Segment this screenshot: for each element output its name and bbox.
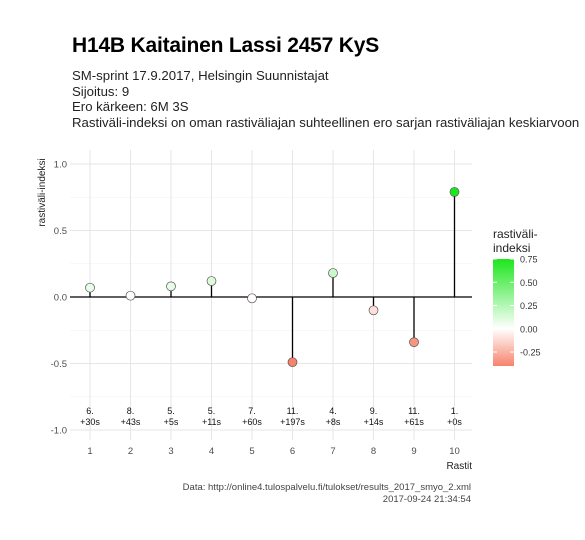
subtitle-line-description: Rastiväli-indeksi on oman rastiväliajan … [72,114,580,130]
point-label-rank-9: 11. [408,406,420,416]
subtitle-line-rank: Sijoitus: 9 [72,83,130,99]
axes: -1.0 -0.5 0.0 0.5 1.0 1 2 3 4 5 6 7 8 9 10 Rastit rastiv… [37,158,472,472]
x-tick-label: 6 [290,446,295,457]
point-label-rank-10: 1. [451,406,459,416]
subtitle-line-gap: Ero kärkeen: 6M 3S [72,99,189,114]
point-label-rank-3: 5. [167,406,175,416]
point-6 [287,357,298,368]
legend-tick-label: 0.75 [520,255,538,265]
legend-tick-label: 0.00 [520,324,538,334]
point-2 [125,290,136,301]
chart-subtitle: SM-sprint 17.9.2017, Helsingin Suunnista… [72,68,579,130]
x-tick-label: 8 [371,446,376,457]
point-label-time-3: +5s [164,417,179,427]
x-axis-title: Rastit [446,461,472,472]
legend-tick-label: -0.25 [520,348,541,358]
point-label-time-1: +30s [80,417,100,427]
x-tick-label: 3 [168,446,173,457]
stems [89,191,456,363]
point-3 [166,281,176,292]
x-tick-label: 2 [128,446,133,457]
point-label-rank-5: 7. [248,406,256,416]
point-label-rank-6: 11. [287,406,299,416]
point-label-time-5: +60s [242,417,262,427]
legend-title-line-1: rastiväli- [493,227,538,241]
point-label-rank-4: 5. [208,406,216,416]
point-label-rank-8: 9. [370,406,378,416]
y-tick-label: 0.5 [54,226,67,237]
point-label-time-6: +197s [280,417,305,427]
subtitle-line-event: SM-sprint 17.9.2017, Helsingin Suunnista… [72,68,329,83]
caption-source: Data: http://online4.tulospalvelu.fi/tul… [182,482,471,493]
x-tick-label: 4 [209,446,214,457]
legend-title-line-2: indeksi [493,241,530,255]
y-tick-label: -1.0 [51,426,67,437]
point-label-time-10: +0s [447,417,462,427]
legend-tick-label: 0.25 [520,301,538,311]
point-labels: 6.+30s8.+43s5.+5s5.+11s7.+60s11.+197s4.+… [80,406,462,427]
point-label-time-7: +8s [326,417,341,427]
x-tick-label: 7 [330,446,335,457]
point-4 [206,276,217,286]
point-10 [449,187,460,197]
point-label-time-8: +14s [364,417,384,427]
points [85,187,460,368]
caption-date: 2017-09-24 21:34:54 [382,494,471,505]
chart-title: H14B Kaitainen Lassi 2457 KyS [72,34,380,57]
point-5 [247,293,257,304]
y-tick-label: 1.0 [54,160,67,171]
legend-tick-label: 0.50 [520,278,538,288]
x-tick-label: 9 [411,446,416,457]
point-label-rank-2: 8. [127,406,135,416]
point-9 [409,337,419,348]
point-8 [368,305,379,316]
point-label-rank-1: 6. [86,406,94,416]
legend-colorbar [493,259,514,366]
y-tick-label: 0.0 [54,293,67,304]
x-tick-label: 1 [87,446,92,457]
point-label-time-9: +61s [404,417,424,427]
y-tick-label: -0.5 [51,359,67,370]
y-axis-title: rastiväli-indeksi [37,158,48,226]
point-1 [85,282,95,293]
point-label-time-4: +11s [202,417,222,427]
x-tick-label: 5 [249,446,254,457]
x-tick-label: 10 [449,446,460,457]
point-7 [328,268,338,278]
point-label-time-2: +43s [121,417,141,427]
point-label-rank-7: 4. [329,406,337,416]
